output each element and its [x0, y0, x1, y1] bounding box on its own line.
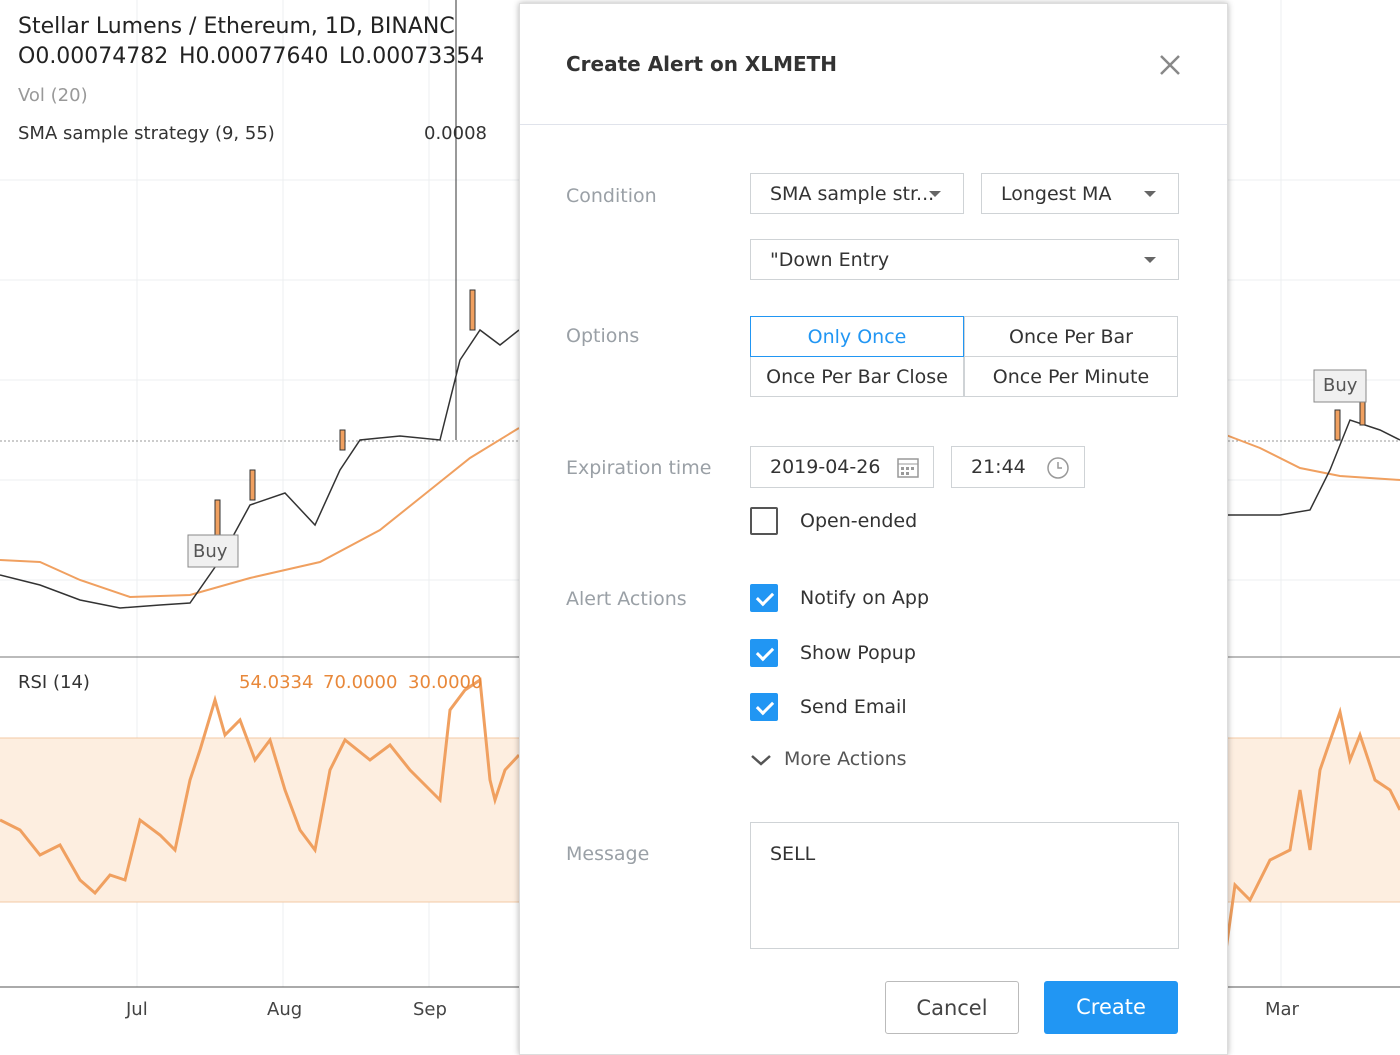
expiration-label: Expiration time	[566, 457, 712, 479]
checkbox-label: Send Email	[800, 696, 907, 718]
dialog-title: Create Alert on XLMETH	[566, 52, 838, 76]
checkbox[interactable]	[750, 693, 778, 721]
option-button[interactable]: Only Once	[750, 316, 964, 357]
options-label: Options	[566, 325, 640, 347]
ohlc-open: O0.00074782	[18, 44, 169, 69]
rsi-label[interactable]: RSI (14)	[18, 672, 90, 693]
strategy-label[interactable]: SMA sample strategy (9, 55)	[18, 123, 275, 144]
date-input[interactable]: 2019-04-26	[750, 446, 934, 488]
calendar-icon	[897, 458, 919, 478]
checkbox[interactable]	[750, 639, 778, 667]
message-textarea[interactable]: SELL	[750, 822, 1179, 949]
ohlc-low: L0.00073354	[339, 44, 485, 69]
checkbox-label: Open-ended	[800, 510, 918, 532]
more-actions[interactable]: More Actions	[784, 748, 907, 770]
checkbox[interactable]	[750, 584, 778, 612]
option-button[interactable]: Once Per Minute	[964, 356, 1178, 397]
condition-select[interactable]: SMA sample str...	[750, 173, 964, 214]
select-text: Longest MA	[1001, 183, 1112, 205]
checkbox-label: Notify on App	[800, 587, 930, 609]
rsi-upper: 70.0000	[323, 672, 398, 693]
rsi-value: 54.0334	[239, 672, 314, 693]
x-label: Jul	[126, 999, 148, 1020]
create-button[interactable]: Create	[1044, 981, 1178, 1034]
x-label: Sep	[413, 999, 447, 1020]
clock-icon	[1047, 457, 1069, 479]
checkbox-label: Show Popup	[800, 642, 916, 664]
condition-label: Condition	[566, 185, 657, 207]
x-label: Aug	[267, 999, 303, 1020]
rsi-lower: 30.0000	[408, 672, 483, 693]
alert-dialog: Create Alert on XLMETH Condition SMA sam…	[519, 3, 1228, 1055]
message-text: SELL	[770, 843, 816, 865]
date-text: 2019-04-26	[770, 456, 881, 478]
time-input[interactable]: 21:44	[951, 446, 1085, 488]
strategy-value: 0.0008	[424, 123, 487, 144]
volume-label[interactable]: Vol (20)	[18, 85, 88, 106]
chevron-icon	[751, 755, 771, 766]
close-button[interactable]	[1159, 54, 1181, 76]
cancel-button[interactable]: Cancel	[885, 981, 1019, 1034]
condition-select[interactable]: "Down Entry	[750, 239, 1179, 280]
option-button[interactable]: Once Per Bar Close	[750, 356, 964, 397]
x-label: Mar	[1265, 999, 1299, 1020]
select-text: SMA sample str...	[770, 183, 935, 205]
message-label: Message	[566, 843, 650, 865]
chart-symbol: Stellar Lumens / Ethereum, 1D, BINANC	[18, 14, 455, 39]
time-text: 21:44	[971, 456, 1026, 478]
alert-actions-label: Alert Actions	[566, 588, 687, 610]
condition-select[interactable]: Longest MA	[981, 173, 1179, 214]
buy-marker: Buy	[193, 541, 228, 562]
buy-marker: Buy	[1323, 375, 1358, 396]
select-text: "Down Entry	[770, 249, 890, 271]
checkbox[interactable]	[750, 507, 778, 535]
option-button[interactable]: Once Per Bar	[964, 316, 1178, 357]
ohlc-high: H0.00077640	[179, 44, 329, 69]
